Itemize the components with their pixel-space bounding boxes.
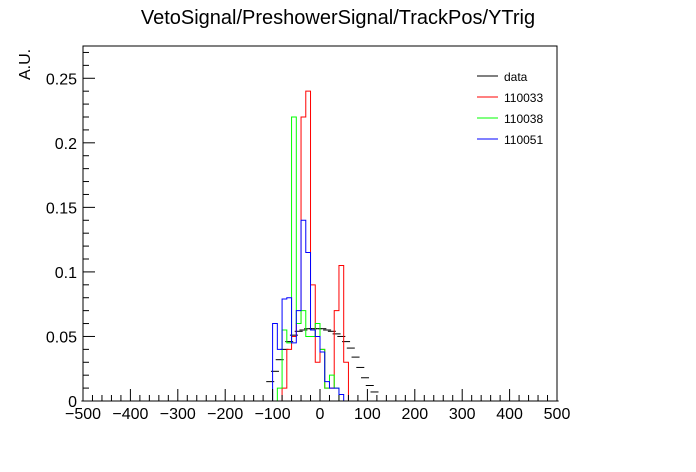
x-tick-label: −200: [207, 406, 243, 423]
legend-label-data: data: [504, 70, 528, 84]
x-tick-label: 0: [316, 406, 325, 423]
x-tick-label: −400: [112, 406, 148, 423]
y-tick-label: 0: [68, 394, 77, 411]
y-tick-label: 0.05: [46, 329, 77, 346]
y-tick-label: 0.15: [46, 200, 77, 217]
chart-title: VetoSignal/PreshowerSignal/TrackPos/YTri…: [141, 7, 535, 29]
series-layer: [81, 90, 559, 402]
x-tick-label: −100: [255, 406, 291, 423]
legend: data 110033 110038 110051: [477, 70, 543, 147]
x-tick-label: −300: [160, 406, 196, 423]
legend-label-110033: 110033: [504, 91, 543, 105]
x-tick-label: 300: [449, 406, 476, 423]
y-tick-label: 0.1: [55, 265, 77, 282]
axis-layer: −500 −400 −300 −200 −100 0 100 200 300 400 500 0 0.0…: [46, 51, 571, 423]
y-axis-label: A.U.: [17, 49, 34, 80]
y-tick-label: 0.25: [46, 71, 77, 88]
y-tick-label: 0.2: [55, 136, 77, 153]
x-tick-label: 400: [496, 406, 523, 423]
x-tick-label: 500: [544, 406, 571, 423]
series-110051-line: [272, 219, 368, 402]
legend-label-110051: 110051: [504, 133, 543, 147]
legend-label-110038: 110038: [504, 112, 543, 126]
x-tick-label: −500: [65, 406, 101, 423]
x-tick-label: 100: [354, 406, 381, 423]
x-tick-label: 200: [401, 406, 428, 423]
series-110033-line: [272, 90, 368, 402]
